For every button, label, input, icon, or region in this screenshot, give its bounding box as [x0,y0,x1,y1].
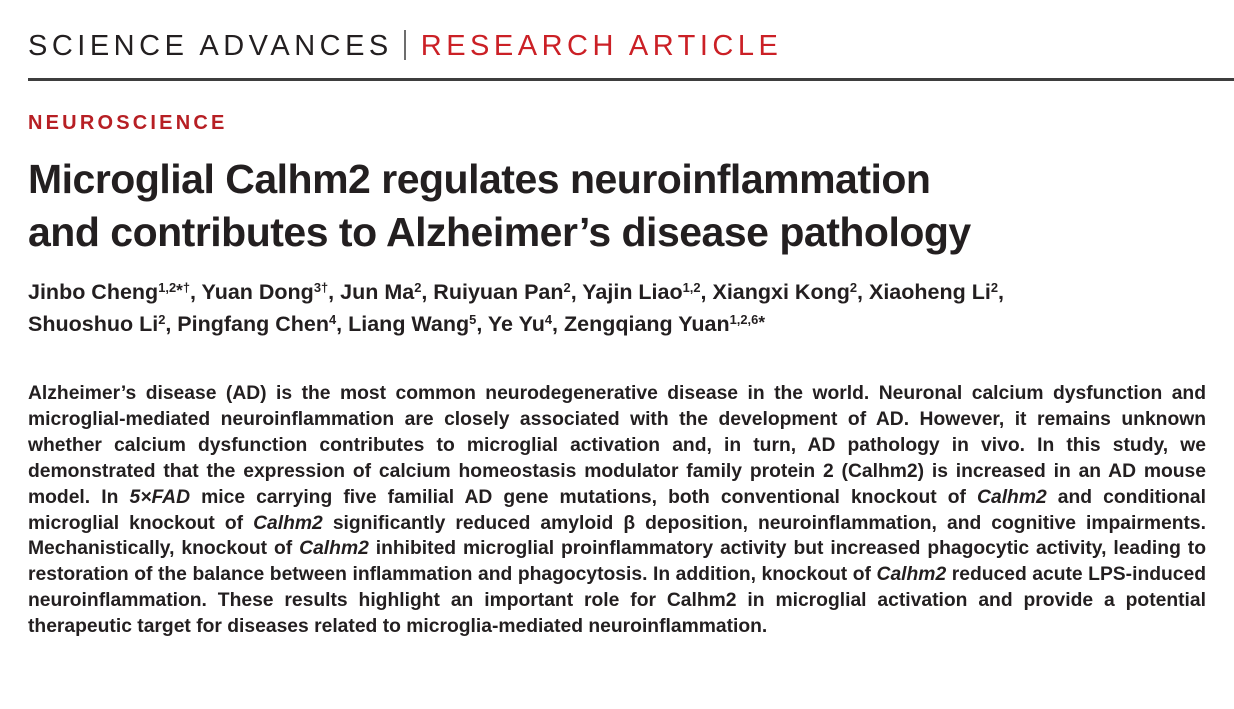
header-rule [28,78,1234,81]
section-kicker: NEUROSCIENCE [28,112,228,134]
author-line-1: Jinbo Cheng1,2*†, Yuan Dong3†, Jun Ma2, … [28,279,1004,304]
title-line-1: Microglial Calhm2 regulates neuroinflamm… [28,156,931,202]
author-line-2: Shuoshuo Li2, Pingfang Chen4, Liang Wang… [28,311,766,336]
title-line-2: and contributes to Alzheimer’s disease p… [28,209,971,255]
journal-name: SCIENCE ADVANCES [28,30,393,62]
article-type-label: RESEARCH ARTICLE [420,30,783,62]
paper-title: Microglial Calhm2 regulates neuroinflamm… [28,153,971,259]
masthead: SCIENCE ADVANCES RESEARCH ARTICLE [28,30,782,63]
masthead-separator [403,30,406,60]
abstract-text: Alzheimer’s disease (AD) is the most com… [28,383,1206,638]
author-list: Jinbo Cheng1,2*†, Yuan Dong3†, Jun Ma2, … [28,276,1206,340]
